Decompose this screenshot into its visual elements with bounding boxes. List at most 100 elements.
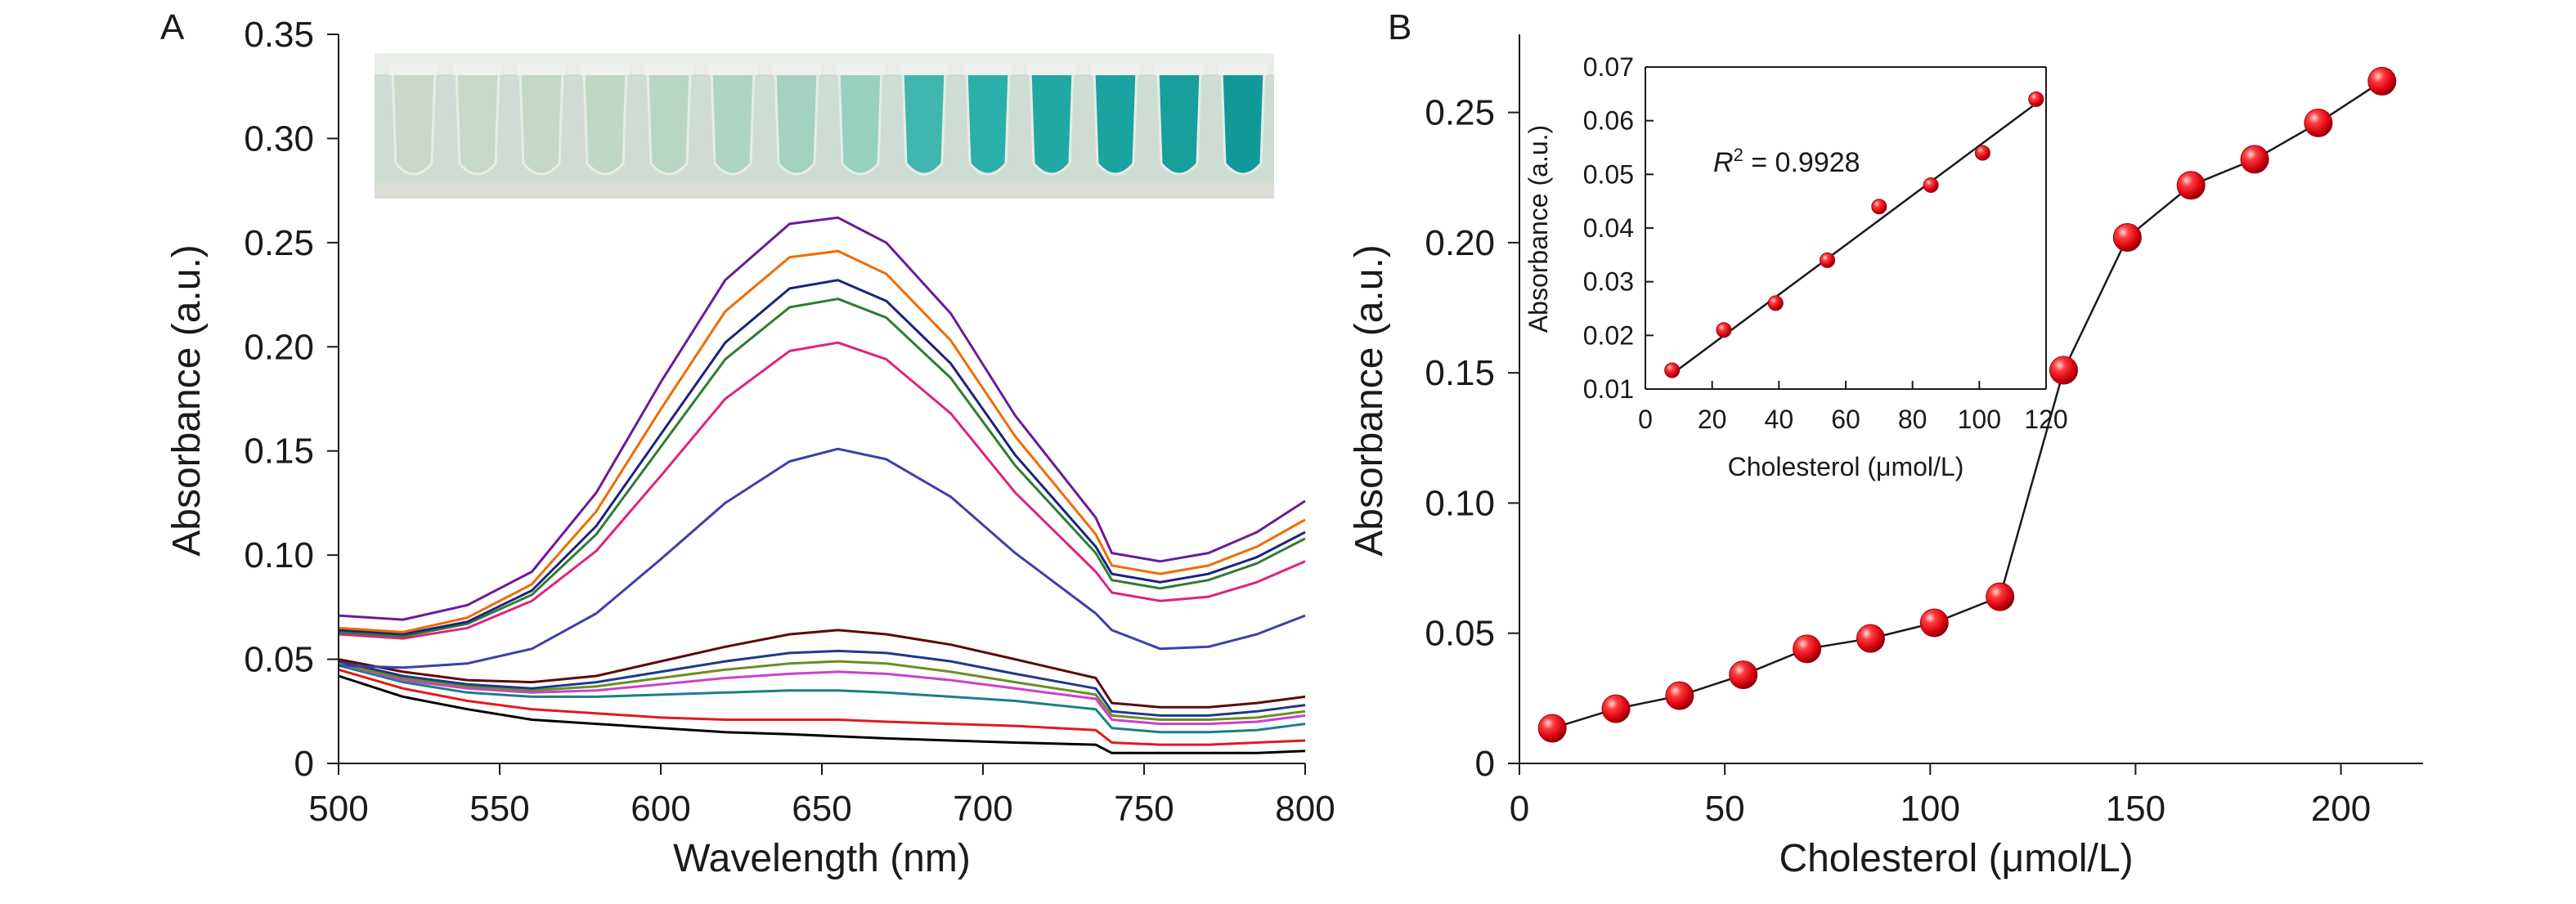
cuvette-tube bbox=[391, 69, 437, 176]
cuvette-tube bbox=[1029, 69, 1075, 176]
panel-b-y-tick-label: 0.05 bbox=[1425, 614, 1495, 654]
panel-b-data-point bbox=[1665, 681, 1694, 710]
cuvette-cap bbox=[389, 64, 438, 75]
inset-data-point bbox=[2028, 91, 2044, 107]
inset-y-tick-label: 0.07 bbox=[1583, 52, 1634, 82]
cuvette-cap bbox=[1218, 64, 1268, 75]
panel-a-x-tick-label: 700 bbox=[953, 789, 1012, 829]
panel-a-y-axis-title: Absorbance (a.u.) bbox=[165, 244, 209, 557]
cuvette-tube bbox=[646, 69, 692, 176]
cuvette-cap bbox=[517, 64, 566, 75]
panel-a-x-tick-label: 500 bbox=[308, 789, 368, 829]
panel-a-series-line-11 bbox=[338, 279, 1306, 636]
inset-x-tick-label: 40 bbox=[1765, 405, 1794, 434]
panel-b-x-tick-label: 100 bbox=[1901, 789, 1960, 829]
cuvette-photo bbox=[375, 53, 1274, 199]
panel-b-data-point bbox=[1986, 582, 2015, 611]
inset-data-point bbox=[1664, 362, 1681, 378]
panel-b-chart: 0 50 100 150 200 0 0.05 0.10 0.15 0.20 0.25 Choles… bbox=[1348, 34, 2423, 880]
cuvette-tube bbox=[582, 69, 628, 176]
inset-data-point bbox=[1923, 177, 1939, 193]
panel-a-series-line-4 bbox=[338, 662, 1306, 726]
cuvette-cap bbox=[708, 64, 757, 75]
cuvette-cap bbox=[900, 64, 949, 75]
panel-b-y-tick-label: 0.15 bbox=[1425, 353, 1495, 393]
panel-b-x-tick-label: 200 bbox=[2311, 789, 2371, 829]
panel-b-x-tick-label: 0 bbox=[1510, 789, 1529, 829]
panel-a-y-tick-label: 0.10 bbox=[244, 535, 314, 575]
panel-a-x-tick-label: 650 bbox=[792, 789, 851, 829]
panel-a-y-tick-label: 0.30 bbox=[244, 119, 314, 159]
cuvette-tube bbox=[455, 69, 500, 176]
panel-b-data-point bbox=[1856, 624, 1885, 653]
panel-b-data-point bbox=[1601, 694, 1631, 723]
panel-b-x-tick-label: 150 bbox=[2106, 789, 2165, 829]
inset-y-axis-title: Absorbance (a.u.) bbox=[1524, 125, 1553, 333]
panel-b-data-point bbox=[2049, 356, 2079, 385]
inset-x-tick-label: 60 bbox=[1831, 405, 1860, 434]
cuvette-tube bbox=[518, 69, 564, 176]
cuvette-tube bbox=[1220, 69, 1266, 176]
inset-x-tick-label: 120 bbox=[2024, 405, 2067, 434]
inset-r2-annotation: R2 = 0.9928 bbox=[1713, 145, 1860, 178]
panel-b-data-point bbox=[1919, 608, 1949, 638]
panel-a-series-line-2 bbox=[338, 668, 1306, 746]
cuvette-tube bbox=[901, 69, 947, 176]
cuvette-cap bbox=[1155, 64, 1204, 75]
inset-x-axis-title: Cholesterol (μmol/L) bbox=[1728, 452, 1964, 481]
inset-data-point bbox=[1716, 322, 1732, 338]
panel-b-y-tick-label: 0.10 bbox=[1425, 483, 1495, 523]
panel-a-series-line-10 bbox=[338, 298, 1306, 638]
inset-y-tick-label: 0.02 bbox=[1583, 320, 1634, 350]
inset-y-tick-label: 0.01 bbox=[1583, 374, 1634, 404]
panel-a-x-tick-label: 750 bbox=[1114, 789, 1174, 829]
panel-b-y-tick-label: 0.25 bbox=[1425, 93, 1495, 133]
inset-r2-superscript: 2 bbox=[1734, 145, 1744, 165]
panel-a-y-tick-label: 0 bbox=[294, 744, 314, 784]
panel-b-y-tick-label: 0.20 bbox=[1425, 223, 1495, 263]
panel-a-x-tick-label: 600 bbox=[631, 789, 690, 829]
panel-a-x-tick-label: 550 bbox=[469, 789, 529, 829]
inset-data-point bbox=[1974, 145, 1990, 161]
inset-x-tick-label: 80 bbox=[1898, 405, 1928, 434]
panel-b-data-point bbox=[2304, 108, 2333, 137]
cuvette-cap bbox=[581, 64, 630, 75]
inset-data-point bbox=[1871, 199, 1887, 215]
panel-a-series-line-12 bbox=[338, 249, 1306, 633]
cuvette-tube bbox=[837, 69, 883, 176]
inset-y-tick-label: 0.05 bbox=[1583, 159, 1634, 189]
cuvette-tube bbox=[965, 69, 1011, 176]
panel-b-data-point bbox=[1793, 634, 1822, 664]
panel-b-data-point bbox=[2176, 171, 2206, 200]
inset-y-tick-label: 0.03 bbox=[1583, 267, 1634, 297]
panel-b-x-tick-label: 50 bbox=[1705, 789, 1745, 829]
inset-y-tick-label: 0.06 bbox=[1583, 106, 1634, 136]
inset-r2-value: = 0.9928 bbox=[1744, 147, 1860, 178]
cuvette-tube bbox=[710, 69, 756, 176]
panel-a-series-line-9 bbox=[338, 341, 1306, 640]
cuvette-cap bbox=[836, 64, 885, 75]
inset-data-point bbox=[1767, 295, 1784, 311]
panel-a-series-line-7 bbox=[338, 629, 1306, 709]
panel-b-y-tick-label: 0 bbox=[1475, 744, 1495, 784]
inset-fit-line bbox=[1671, 102, 2037, 375]
panel-a-chart: 500 550 600 650 700 750 800 0 0.05 0.10 0.15 0.20 0.… bbox=[165, 15, 1335, 880]
panel-a-series-line-13 bbox=[338, 216, 1306, 621]
panel-b-label: B bbox=[1388, 7, 1411, 47]
panel-a-x-tick-label: 800 bbox=[1275, 789, 1335, 829]
panel-a-series-line-1 bbox=[338, 674, 1306, 754]
cuvette-cap bbox=[453, 64, 502, 75]
panel-a-series-line-3 bbox=[338, 664, 1306, 734]
panel-a-y-tick-label: 0.15 bbox=[244, 432, 314, 472]
panel-a-y-tick-label: 0.20 bbox=[244, 327, 314, 367]
inset-y-tick-label: 0.04 bbox=[1583, 213, 1634, 243]
inset-data-point bbox=[1820, 252, 1836, 268]
panel-a-y-tick-label: 0.35 bbox=[244, 15, 314, 55]
panel-a-series-line-5 bbox=[338, 660, 1306, 721]
cuvette-tube bbox=[774, 69, 819, 176]
panel-b-data-point bbox=[2240, 145, 2269, 174]
panel-a-label: A bbox=[160, 7, 185, 47]
panel-b-data-point bbox=[2367, 66, 2397, 96]
panel-a-series-line-8 bbox=[338, 447, 1306, 669]
